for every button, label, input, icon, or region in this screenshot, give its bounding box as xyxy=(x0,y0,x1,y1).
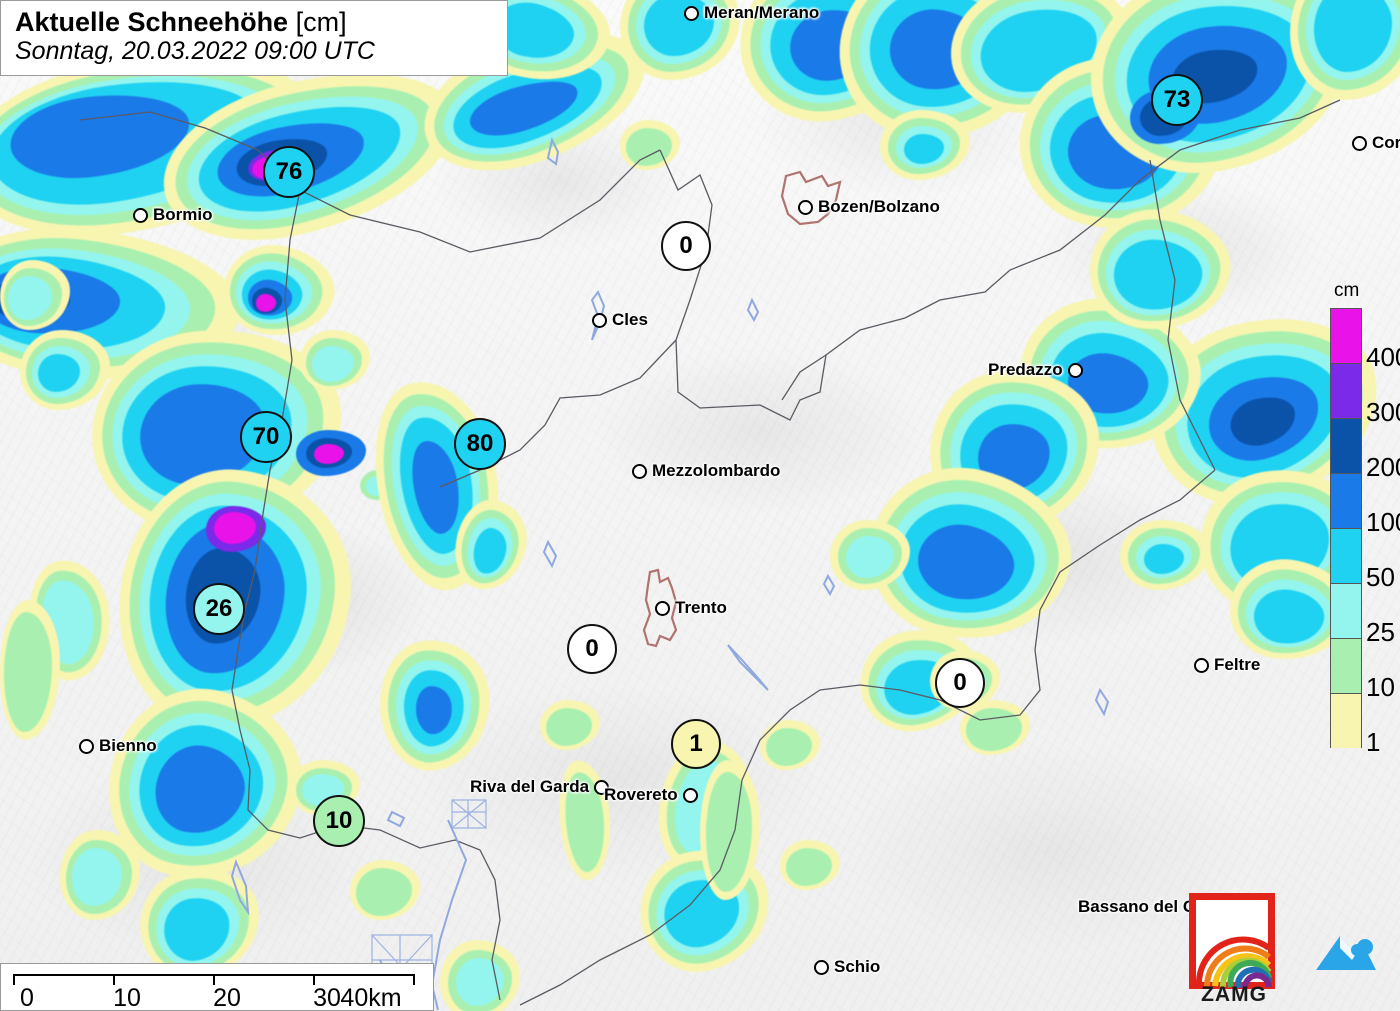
city-boundary-bolzano xyxy=(780,170,842,226)
city-marker-icon xyxy=(592,312,607,328)
geosphere-mountain-icon xyxy=(1316,936,1376,970)
legend-tick-300: 300 xyxy=(1366,397,1400,427)
scale-end-label: 40km xyxy=(340,984,402,1011)
city-label-text: Mezzolombardo xyxy=(652,461,781,480)
city-label-text: Cles xyxy=(612,310,648,329)
station-marker[interactable]: 10 xyxy=(313,795,365,847)
station-marker[interactable]: 73 xyxy=(1151,74,1203,126)
station-marker[interactable]: 80 xyxy=(454,418,506,470)
title-unit-text: [cm] xyxy=(295,7,347,37)
page-title: Aktuelle Schneehöhe [cm] xyxy=(15,7,493,37)
city-label-text: Cortina xyxy=(1372,133,1400,152)
map-title-box: Aktuelle Schneehöhe [cm] Sonntag, 20.03.… xyxy=(0,0,508,76)
legend-band-50 xyxy=(1330,528,1362,583)
scale-tick-label: 20 xyxy=(213,984,241,1011)
city-marker-icon xyxy=(655,600,670,616)
city-label-text: Bormio xyxy=(153,205,213,224)
city-label-text: Trento xyxy=(675,598,727,617)
legend-band-300 xyxy=(1330,363,1362,418)
legend-band-200 xyxy=(1330,418,1362,473)
city-label: Bormio xyxy=(133,205,213,225)
legend-tick-200: 200 xyxy=(1366,452,1400,482)
scale-tick xyxy=(113,974,115,985)
station-marker[interactable]: 0 xyxy=(935,658,985,708)
city-label-text: Feltre xyxy=(1214,655,1261,674)
city-label: Schio xyxy=(814,957,880,977)
city-label-text: Rovereto xyxy=(604,785,678,804)
city-marker-icon xyxy=(79,738,94,754)
administrative-borders xyxy=(79,99,1341,1006)
city-label-text: Bienno xyxy=(99,736,157,755)
city-label-text: Meran/Merano xyxy=(704,3,820,22)
city-label: Cortina xyxy=(1352,133,1400,153)
city-label: Cles xyxy=(592,310,648,330)
city-boundary-trento xyxy=(642,568,678,648)
city-marker-icon xyxy=(682,787,698,803)
legend-unit-label: cm xyxy=(1334,280,1360,301)
city-marker-icon xyxy=(1194,657,1209,673)
city-label-text: Predazzo xyxy=(988,360,1063,379)
city-marker-icon xyxy=(1067,362,1083,378)
zamg-logo xyxy=(1189,893,1275,989)
city-marker-icon xyxy=(133,207,148,223)
station-marker[interactable]: 1 xyxy=(671,719,721,769)
scale-tick-label: 0 xyxy=(20,984,34,1011)
legend-tick-25: 25 xyxy=(1366,617,1395,647)
scale-tick xyxy=(313,974,315,985)
map-subtitle: Sonntag, 20.03.2022 09:00 UTC xyxy=(15,37,375,66)
legend-band-1 xyxy=(1330,693,1362,748)
legend-tick-10: 10 xyxy=(1366,672,1395,702)
scale-tick-label: 10 xyxy=(113,984,141,1011)
legend-tick-100: 100 xyxy=(1366,507,1400,537)
city-label: Riva del Garda xyxy=(470,777,610,797)
city-label: Feltre xyxy=(1194,655,1260,675)
city-label-text: Riva del Garda xyxy=(470,777,590,796)
legend-tick-1: 1 xyxy=(1366,727,1381,757)
legend-band-10 xyxy=(1330,638,1362,693)
city-marker-icon xyxy=(814,959,829,975)
rivers-and-lakes xyxy=(230,137,1110,1011)
city-label: Predazzo xyxy=(988,360,1083,380)
title-main-text: Aktuelle Schneehöhe xyxy=(15,7,289,37)
legend-band-100 xyxy=(1330,473,1362,528)
scale-bar: 0 10 20 30 40km xyxy=(0,963,434,1011)
city-label-text: Bozen/Bolzano xyxy=(818,197,940,216)
station-marker[interactable]: 70 xyxy=(240,411,292,463)
city-label: Trento xyxy=(655,598,727,618)
city-label-text: Schio xyxy=(834,957,881,976)
city-label: Bozen/Bolzano xyxy=(798,197,940,217)
color-legend: cm 400 300 200 100 50 25 10 1 xyxy=(1330,280,1400,755)
legend-band-400 xyxy=(1330,308,1362,363)
city-marker-icon xyxy=(1352,135,1367,151)
legend-tick-50: 50 xyxy=(1366,562,1395,592)
station-marker[interactable]: 0 xyxy=(661,221,711,271)
city-label: Bienno xyxy=(79,736,157,756)
zamg-rainbow-icon xyxy=(1195,936,1272,989)
city-label: Rovereto xyxy=(604,785,698,805)
station-marker[interactable]: 76 xyxy=(263,146,315,198)
scale-tick xyxy=(213,974,215,985)
zamg-logo-text: ZAMG xyxy=(1201,983,1267,1006)
legend-tick-400: 400 xyxy=(1366,342,1400,372)
city-label: Meran/Merano xyxy=(684,3,819,23)
city-marker-icon xyxy=(632,463,647,479)
city-marker-icon xyxy=(684,5,699,21)
snow-contour-band-400 xyxy=(314,444,344,464)
city-marker-icon xyxy=(798,199,813,215)
station-marker[interactable]: 26 xyxy=(193,583,245,635)
legend-band-25 xyxy=(1330,583,1362,638)
station-marker[interactable]: 0 xyxy=(567,624,617,674)
city-label: Mezzolombardo xyxy=(632,461,780,481)
city-marker-icon xyxy=(594,779,610,795)
scale-tick-label: 30 xyxy=(313,984,341,1011)
scale-tick-end xyxy=(413,974,415,985)
scale-tick xyxy=(13,974,15,985)
